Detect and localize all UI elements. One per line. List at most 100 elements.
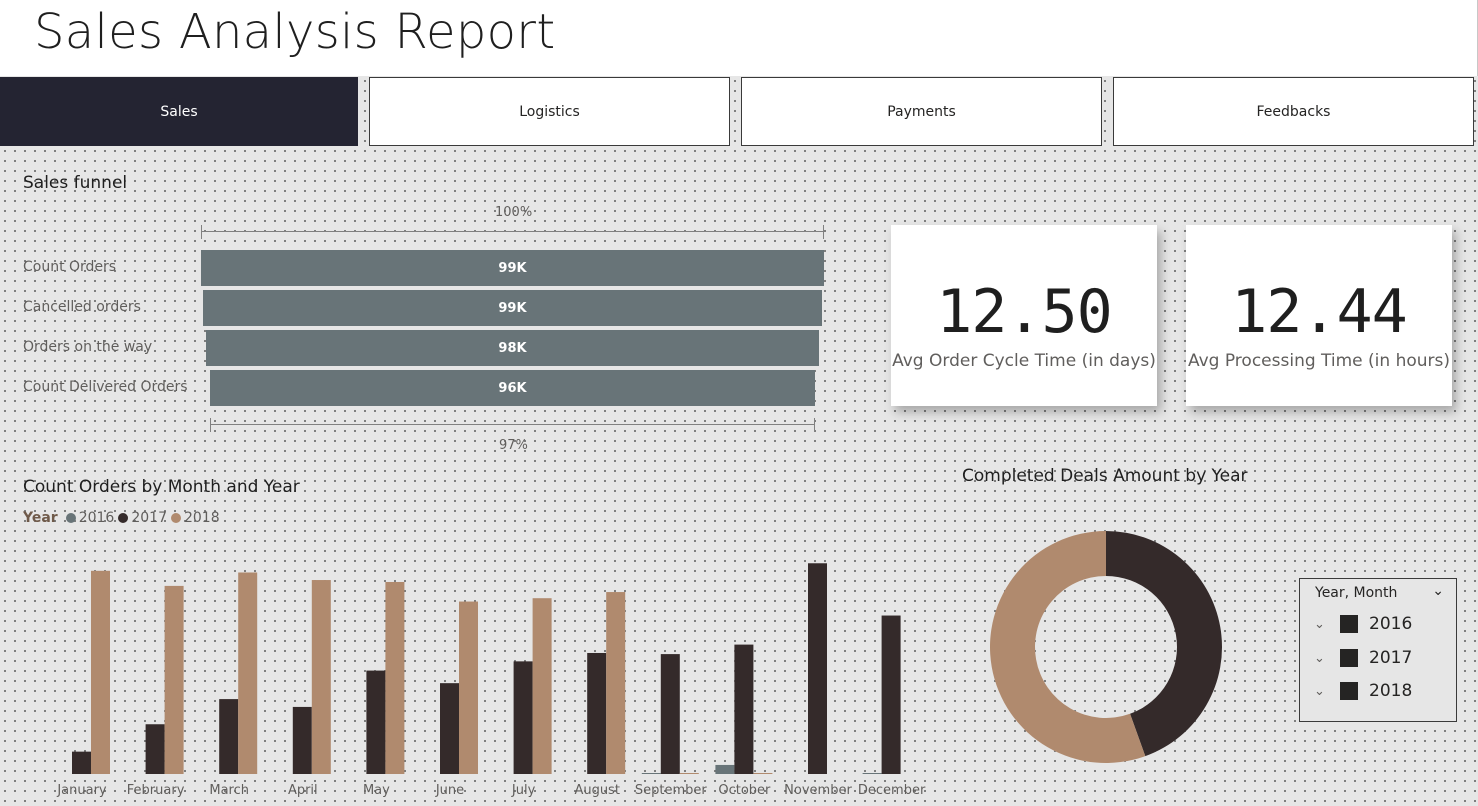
legend-dot xyxy=(118,513,129,523)
bar-2017-february[interactable] xyxy=(145,724,165,774)
column-chart-title: Count Orders by Month and Year xyxy=(23,477,300,497)
funnel-stage-label: Count Delivered Orders xyxy=(23,379,188,395)
year-month-slicer: Year, Month ⌄ ⌄ 2016 ⌄ 2017 ⌄ 2018 xyxy=(1299,578,1457,722)
legend-item-2017[interactable]: 2017 xyxy=(118,510,167,526)
chevron-down-icon[interactable]: ⌄ xyxy=(1314,650,1325,666)
slicer-item-label: 2018 xyxy=(1369,681,1413,701)
funnel-bottom-percent: 97% xyxy=(499,438,528,453)
slicer-item-label: 2017 xyxy=(1369,648,1413,668)
slicer-header: Year, Month xyxy=(1315,585,1398,601)
legend-label: 2017 xyxy=(131,510,167,526)
funnel-bottom-bracket xyxy=(210,418,815,432)
legend-label: 2018 xyxy=(183,510,220,526)
x-tick-label: April xyxy=(288,783,318,798)
funnel-bar[interactable]: 98K xyxy=(205,330,820,366)
x-tick-label: January xyxy=(56,783,107,798)
bar-2017-july[interactable] xyxy=(513,661,533,774)
checkbox[interactable] xyxy=(1340,649,1358,667)
chevron-down-icon[interactable]: ⌄ xyxy=(1314,683,1325,699)
funnel-bar[interactable]: 99K xyxy=(202,290,823,326)
x-tick-label: February xyxy=(127,783,185,798)
slicer-item-2016[interactable]: ⌄ 2016 xyxy=(1314,612,1412,636)
bar-2018-june[interactable] xyxy=(459,601,478,774)
page-title: Sales Analysis Report xyxy=(34,4,556,60)
x-tick-label: March xyxy=(209,783,249,798)
donut-chart-title: Completed Deals Amount by Year xyxy=(962,466,1248,486)
kpi-label: Avg Order Cycle Time (in days) xyxy=(892,351,1156,371)
bar-2017-april[interactable] xyxy=(292,706,312,774)
chart-legend: Year 2016 2017 2018 xyxy=(23,510,224,526)
donut-chart xyxy=(989,531,1222,763)
tab-label: Sales xyxy=(160,103,198,120)
checkbox[interactable] xyxy=(1340,615,1358,633)
tab-label: Feedbacks xyxy=(1256,103,1331,120)
report-header: Sales Analysis Report xyxy=(0,0,1478,76)
slicer-item-2018[interactable]: ⌄ 2018 xyxy=(1314,679,1412,703)
legend-dot xyxy=(65,513,76,523)
x-tick-label: September xyxy=(635,783,708,798)
bar-2017-june[interactable] xyxy=(440,683,459,774)
funnel-top-bracket xyxy=(201,225,824,239)
chevron-down-icon[interactable]: ⌄ xyxy=(1432,583,1444,599)
funnel-stage-label: Count Orders xyxy=(23,259,117,275)
slicer-item-label: 2016 xyxy=(1369,614,1413,634)
tab-feedbacks[interactable]: Feedbacks xyxy=(1113,77,1474,146)
funnel-top-bracket-line xyxy=(202,231,823,232)
bar-2018-september[interactable] xyxy=(679,773,699,774)
kpi-label: Avg Processing Time (in hours) xyxy=(1187,351,1451,371)
bar-2016-september[interactable] xyxy=(641,773,661,774)
bar-2018-february[interactable] xyxy=(164,585,184,774)
bar-2017-may[interactable] xyxy=(366,670,386,774)
funnel-bottom-bracket-line xyxy=(211,424,814,425)
kpi-card-order-cycle: 12.50 Avg Order Cycle Time (in days) xyxy=(891,225,1157,406)
bar-2017-august[interactable] xyxy=(587,652,607,774)
checkbox[interactable] xyxy=(1340,682,1358,700)
funnel-top-percent: 100% xyxy=(495,205,533,220)
funnel-stage-label: Orders on the way xyxy=(23,339,153,355)
x-tick-label: October xyxy=(718,783,771,798)
donut-slice-2017[interactable] xyxy=(1106,531,1222,757)
tab-sales[interactable]: Sales xyxy=(0,77,358,146)
bar-2018-april[interactable] xyxy=(311,580,331,774)
bar-2018-january[interactable] xyxy=(91,570,110,774)
legend-item-2016[interactable]: 2016 xyxy=(65,510,115,526)
bar-2017-march[interactable] xyxy=(219,699,239,774)
bar-2018-october[interactable] xyxy=(753,773,773,774)
donut-slice-2018[interactable] xyxy=(989,531,1146,763)
bar-2018-july[interactable] xyxy=(532,598,552,774)
x-tick-label: May xyxy=(363,783,390,798)
column-chart: January February March April May June July Augu… xyxy=(56,563,926,798)
funnel-stage-label: Cancelled orders xyxy=(23,299,141,315)
bar-2017-september[interactable] xyxy=(660,654,680,774)
kpi-value: 12.50 xyxy=(936,277,1113,347)
bar-2018-may[interactable] xyxy=(385,581,405,774)
x-tick-label: August xyxy=(574,783,620,798)
legend-item-2018[interactable]: 2018 xyxy=(170,510,220,526)
bar-2017-january[interactable] xyxy=(72,751,91,774)
x-tick-label: November xyxy=(784,783,852,798)
tab-logistics[interactable]: Logistics xyxy=(369,77,730,146)
x-tick-label: December xyxy=(858,783,926,798)
bar-2017-november[interactable] xyxy=(808,563,827,774)
x-tick-label: June xyxy=(435,783,464,798)
slicer-item-2017[interactable]: ⌄ 2017 xyxy=(1314,646,1412,670)
bar-2016-october[interactable] xyxy=(715,764,735,774)
bar-2017-october[interactable] xyxy=(734,644,754,774)
kpi-card-processing-time: 12.44 Avg Processing Time (in hours) xyxy=(1186,225,1452,406)
bar-2018-august[interactable] xyxy=(606,592,626,774)
legend-dot xyxy=(170,513,181,523)
bar-2017-december[interactable] xyxy=(881,615,901,774)
bar-2018-march[interactable] xyxy=(238,572,258,774)
funnel-bar[interactable]: 96K xyxy=(210,370,815,406)
legend-title: Year xyxy=(23,510,58,526)
kpi-value: 12.44 xyxy=(1231,277,1408,347)
legend-label: 2016 xyxy=(78,510,115,526)
tab-label: Payments xyxy=(887,103,956,120)
x-tick-label: July xyxy=(511,783,536,798)
chevron-down-icon[interactable]: ⌄ xyxy=(1314,616,1325,632)
tab-payments[interactable]: Payments xyxy=(741,77,1102,146)
tab-label: Logistics xyxy=(519,103,580,120)
bar-2016-december[interactable] xyxy=(862,773,882,774)
funnel-bar[interactable]: 99K xyxy=(201,250,824,286)
funnel-title: Sales funnel xyxy=(23,173,128,193)
